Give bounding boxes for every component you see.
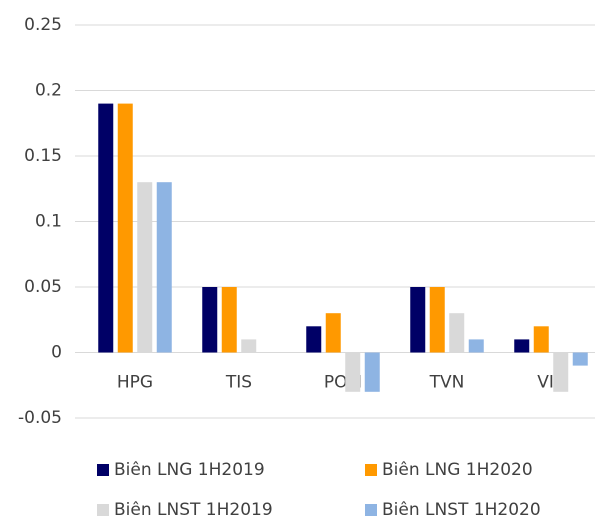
legend-swatch (365, 504, 377, 516)
x-tick-label: TVN (429, 373, 465, 393)
y-tick-label: 0.1 (35, 212, 62, 232)
legend-swatch (365, 464, 377, 476)
y-tick-label: -0.05 (18, 408, 62, 428)
bar (241, 339, 257, 353)
bar (410, 287, 426, 353)
bar (514, 339, 530, 353)
legend-label: Biên LNST 1H2019 (114, 500, 273, 520)
y-tick-label: 0.25 (24, 15, 62, 35)
legend-label: Biên LNG 1H2020 (382, 460, 533, 480)
legend-swatch (97, 464, 109, 476)
y-tick-label: 0.15 (24, 146, 62, 166)
bar (553, 352, 569, 392)
bar (533, 326, 549, 353)
bar (572, 352, 588, 366)
bar (449, 313, 465, 353)
legend-label: Biên LNG 1H2019 (114, 460, 265, 480)
bar (117, 103, 133, 353)
bar (221, 287, 237, 353)
bar (306, 326, 322, 353)
bar (364, 352, 380, 392)
bar (98, 103, 114, 353)
y-tick-label: 0 (51, 343, 62, 363)
y-tick-label: 0.2 (35, 81, 62, 101)
bar (156, 182, 172, 353)
bar (429, 287, 445, 353)
bar (137, 182, 153, 353)
bar (202, 287, 218, 353)
y-tick-label: 0.05 (24, 277, 62, 297)
bar (468, 339, 484, 353)
legend-label: Biên LNST 1H2020 (382, 500, 541, 520)
bar (325, 313, 341, 353)
bar (345, 352, 361, 392)
x-tick-label: HPG (117, 373, 153, 393)
legend-swatch (97, 504, 109, 516)
x-tick-label: TIS (225, 373, 252, 393)
